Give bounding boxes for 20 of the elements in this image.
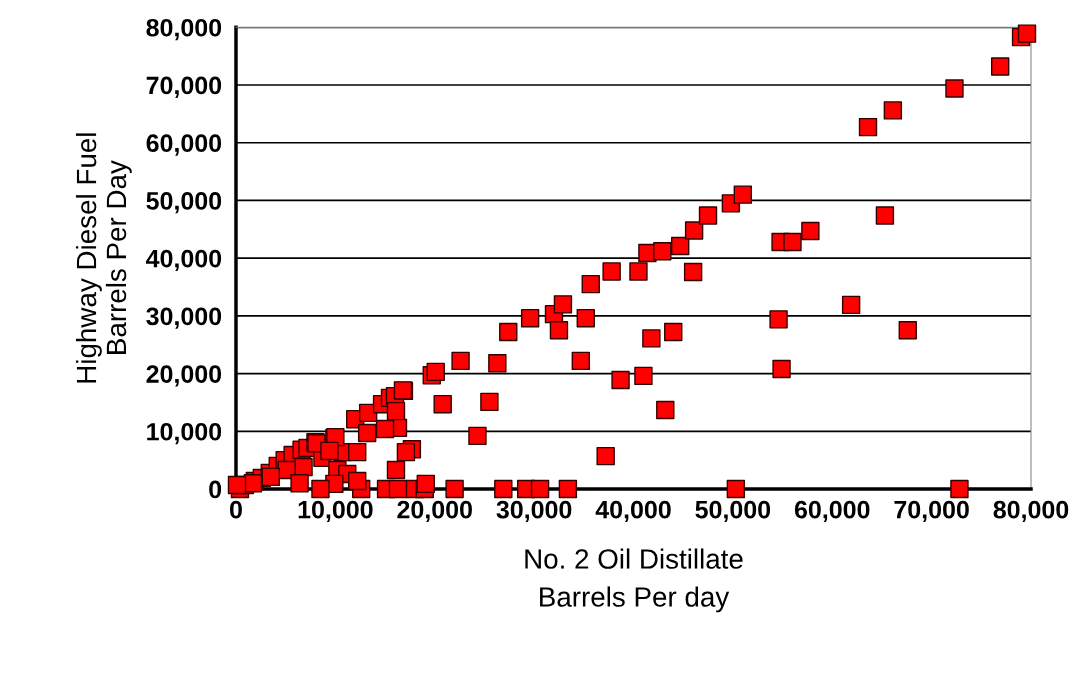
y-tick-label: 20,000 (146, 365, 222, 387)
x-tick-label: 50,000 (695, 500, 771, 523)
y-axis-title: Highway Diesel Fuel Barrels Per Day (75, 133, 132, 383)
y-tick-label: 70,000 (146, 76, 222, 98)
y-tick-label: 40,000 (146, 249, 222, 272)
x-axis-title: No. 2 Oil Distillate Barrels Per day (525, 548, 743, 613)
x-tick-label: 60,000 (794, 500, 870, 523)
x-tick-label: 70,000 (894, 500, 969, 523)
x-tick-label: 80,000 (993, 500, 1069, 523)
y-tick-label: 60,000 (146, 134, 222, 156)
y-tick-label: 30,000 (146, 307, 222, 329)
y-tick-label: 50,000 (146, 192, 222, 214)
x-tick-label: 0 (230, 500, 242, 519)
y-tick-label: 10,000 (147, 422, 222, 445)
x-tick-label: 30,000 (496, 500, 572, 523)
x-tick-label: 10,000 (298, 500, 373, 523)
x-tick-label: 20,000 (397, 500, 472, 523)
x-tick-label: 40,000 (595, 500, 671, 523)
y-tick-label: 0 (209, 480, 222, 499)
y-tick-label: 80,000 (146, 18, 222, 41)
